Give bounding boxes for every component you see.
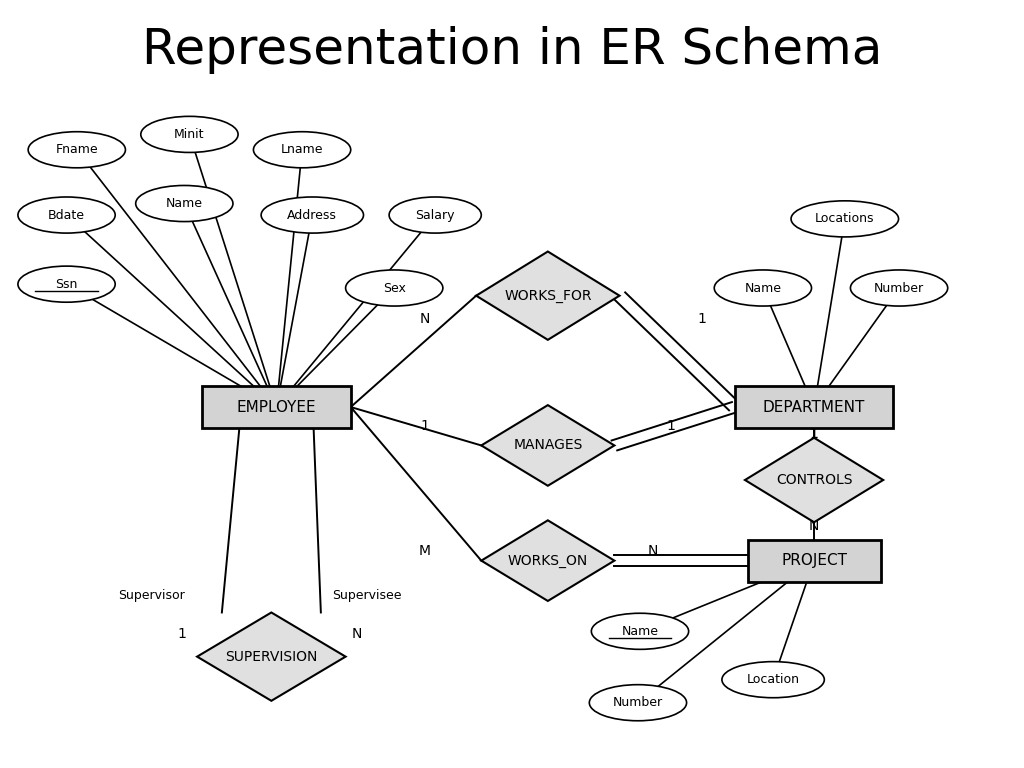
Text: Name: Name: [622, 625, 658, 637]
Text: Supervisor: Supervisor: [118, 589, 185, 601]
Text: 1: 1: [697, 312, 706, 326]
Text: SUPERVISION: SUPERVISION: [225, 650, 317, 664]
FancyBboxPatch shape: [748, 539, 881, 582]
Text: PROJECT: PROJECT: [781, 553, 847, 568]
Text: 1: 1: [421, 419, 429, 433]
Ellipse shape: [346, 270, 442, 306]
Polygon shape: [481, 406, 614, 486]
Text: Address: Address: [288, 209, 337, 221]
Ellipse shape: [850, 270, 948, 306]
Text: Name: Name: [166, 197, 203, 210]
Polygon shape: [481, 521, 614, 601]
Ellipse shape: [141, 117, 238, 153]
Text: Salary: Salary: [416, 209, 455, 221]
Text: WORKS_FOR: WORKS_FOR: [504, 289, 592, 303]
Text: Locations: Locations: [815, 213, 874, 225]
Text: N: N: [809, 519, 819, 533]
Ellipse shape: [722, 661, 824, 697]
Ellipse shape: [254, 132, 350, 168]
Ellipse shape: [18, 197, 115, 233]
Text: WORKS_ON: WORKS_ON: [508, 554, 588, 568]
Text: Location: Location: [746, 674, 800, 686]
Text: Representation in ER Schema: Representation in ER Schema: [141, 26, 883, 74]
Text: Minit: Minit: [174, 128, 205, 141]
Polygon shape: [476, 252, 620, 340]
Text: M: M: [419, 544, 431, 558]
Text: 1: 1: [667, 419, 675, 433]
Text: 1: 1: [810, 427, 818, 441]
Text: Number: Number: [874, 282, 924, 294]
FancyBboxPatch shape: [203, 386, 350, 429]
Text: MANAGES: MANAGES: [513, 439, 583, 452]
Text: Number: Number: [613, 697, 663, 709]
Text: DEPARTMENT: DEPARTMENT: [763, 399, 865, 415]
Ellipse shape: [714, 270, 811, 306]
Ellipse shape: [135, 186, 232, 221]
Text: Supervisee: Supervisee: [332, 589, 401, 601]
FancyBboxPatch shape: [735, 386, 893, 429]
Text: Ssn: Ssn: [55, 278, 78, 290]
Polygon shape: [745, 438, 883, 522]
Ellipse shape: [590, 685, 687, 720]
Text: N: N: [420, 312, 430, 326]
Text: Sex: Sex: [383, 282, 406, 294]
Ellipse shape: [389, 197, 481, 233]
Text: N: N: [648, 544, 658, 558]
Ellipse shape: [592, 613, 688, 650]
Ellipse shape: [791, 201, 899, 237]
Text: Fname: Fname: [55, 144, 98, 156]
Ellipse shape: [18, 266, 115, 303]
Text: N: N: [351, 627, 361, 641]
Polygon shape: [197, 613, 346, 700]
Ellipse shape: [261, 197, 364, 233]
Text: Bdate: Bdate: [48, 209, 85, 221]
Text: CONTROLS: CONTROLS: [776, 473, 852, 487]
Text: Name: Name: [744, 282, 781, 294]
Text: 1: 1: [178, 627, 186, 641]
Ellipse shape: [28, 132, 125, 168]
Text: Lname: Lname: [281, 144, 324, 156]
Text: EMPLOYEE: EMPLOYEE: [237, 399, 316, 415]
